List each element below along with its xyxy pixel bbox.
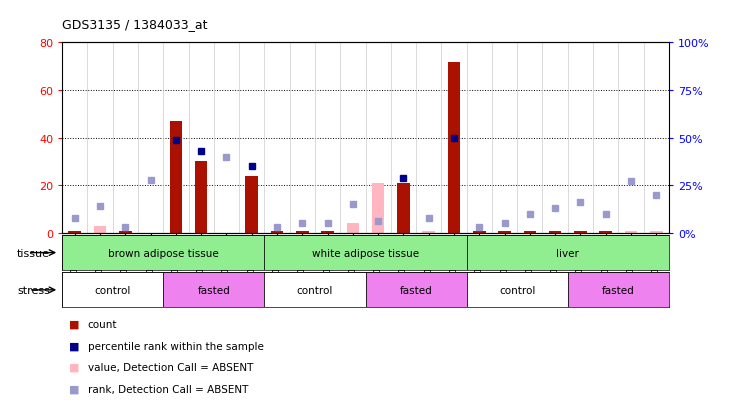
Text: rank, Detection Call = ABSENT: rank, Detection Call = ABSENT — [88, 384, 248, 394]
Bar — [62, 273, 163, 308]
Bar — [523, 231, 536, 233]
Text: fasted: fasted — [197, 285, 230, 295]
Bar — [170, 122, 182, 233]
Bar — [366, 273, 466, 308]
Bar — [568, 273, 669, 308]
Bar — [372, 183, 385, 233]
Bar — [549, 231, 561, 233]
Text: fasted: fasted — [400, 285, 433, 295]
Text: count: count — [88, 319, 117, 329]
Text: control: control — [297, 285, 333, 295]
Text: value, Detection Call = ABSENT: value, Detection Call = ABSENT — [88, 362, 253, 372]
Text: ■: ■ — [69, 319, 80, 329]
Bar — [599, 231, 612, 233]
Bar — [574, 231, 587, 233]
Text: control: control — [94, 285, 131, 295]
Bar — [321, 231, 334, 233]
Text: percentile rank within the sample: percentile rank within the sample — [88, 341, 264, 351]
Bar — [265, 273, 366, 308]
Bar — [94, 226, 107, 233]
Text: fasted: fasted — [602, 285, 635, 295]
Bar — [270, 231, 284, 233]
Text: brown adipose tissue: brown adipose tissue — [108, 248, 219, 258]
Bar — [296, 231, 308, 233]
Text: ■: ■ — [69, 341, 80, 351]
Bar — [346, 224, 359, 233]
Bar — [397, 183, 410, 233]
Bar — [624, 231, 637, 233]
Text: liver: liver — [556, 248, 579, 258]
Bar — [466, 273, 568, 308]
Text: ■: ■ — [69, 362, 80, 372]
Bar — [650, 231, 662, 233]
Bar — [195, 162, 208, 233]
Bar — [119, 231, 132, 233]
Bar — [473, 231, 485, 233]
Text: ■: ■ — [69, 384, 80, 394]
Bar — [163, 273, 265, 308]
Text: control: control — [499, 285, 535, 295]
Text: tissue: tissue — [17, 248, 50, 258]
Text: stress: stress — [17, 285, 50, 295]
Text: GDS3135 / 1384033_at: GDS3135 / 1384033_at — [62, 18, 208, 31]
Text: white adipose tissue: white adipose tissue — [312, 248, 419, 258]
Bar — [466, 235, 669, 271]
Bar — [499, 231, 511, 233]
Bar — [265, 235, 466, 271]
Bar — [447, 62, 461, 233]
Bar — [69, 231, 81, 233]
Bar — [246, 176, 258, 233]
Bar — [62, 235, 265, 271]
Bar — [423, 231, 435, 233]
